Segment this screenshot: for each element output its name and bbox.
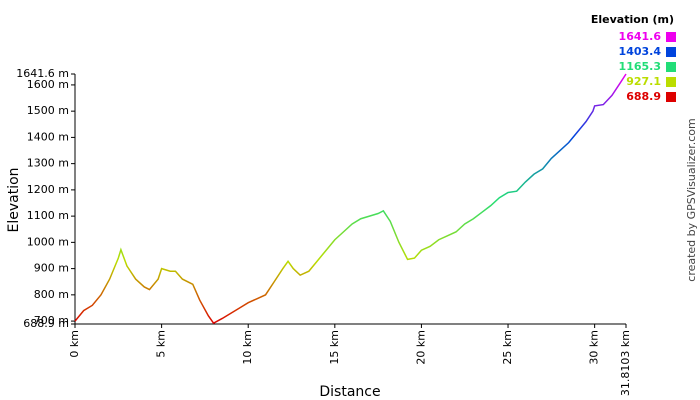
y-tick-label: 1641.6 m [16,67,69,80]
y-tick-label: 1300 m [27,157,69,170]
y-tick-label: 800 m [34,288,69,301]
x-tick-label: 31.8103 km [619,330,632,396]
x-tick-label: 5 km [155,330,168,358]
y-tick-label: 1400 m [27,130,69,143]
y-tick-label: 1600 m [27,78,69,91]
credit: created by GPSVisualizer.com [685,118,698,281]
y-tick-label: 1000 m [27,235,69,248]
legend-title: Elevation (m) [591,13,674,26]
y-tick-label: 900 m [34,262,69,275]
elevation-line [74,73,627,325]
legend-swatch [666,62,676,72]
x-tick-label: 0 km [68,330,81,358]
legend-label: 927.1 [626,75,661,88]
x-tick-label: 10 km [241,330,254,365]
legend-label: 1165.3 [619,60,661,73]
legend-swatch [666,92,676,102]
x-tick-label: 30 km [588,330,601,365]
x-tick-label: 20 km [414,330,427,365]
x-axis-title: Distance [319,384,380,400]
y-tick-label: 1200 m [27,183,69,196]
legend-swatch [666,32,676,42]
y-tick-label: 1500 m [27,104,69,117]
legend-swatch [666,77,676,87]
legend-label: 1403.4 [619,45,662,58]
x-tick-label: 25 km [501,330,514,365]
legend-label: 688.9 [626,90,661,103]
y-tick-label: 688.9 m [23,317,69,330]
y-tick-label: 700 m [34,314,69,327]
x-tick-label: 15 km [328,330,341,365]
y-tick-label: 1100 m [27,209,69,222]
y-axis-title: Elevation [6,167,22,232]
legend-swatch [666,47,676,57]
legend-label: 1641.6 [619,30,662,43]
